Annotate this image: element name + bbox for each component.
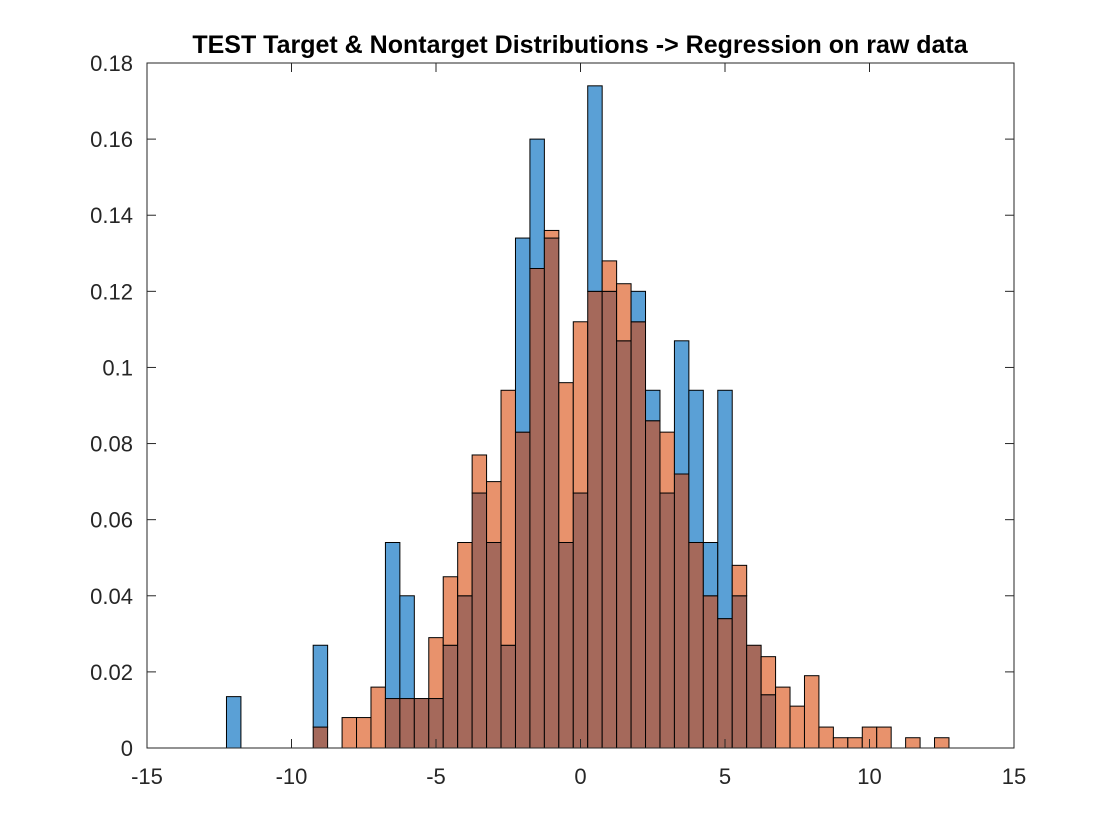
bar-series-2: [543, 229, 560, 239]
bar-overlap: [702, 595, 719, 749]
bar-series-2: [486, 481, 502, 544]
bar-series-1: [587, 85, 603, 292]
bar-series-2: [457, 542, 473, 597]
x-tick-label: -10: [276, 764, 308, 789]
bar-series-2: [803, 675, 820, 749]
bar-overlap: [572, 492, 589, 749]
bar-overlap: [645, 420, 661, 749]
bar-series-2: [832, 737, 849, 749]
x-tick-label: 0: [574, 764, 586, 789]
bar-overlap: [543, 237, 560, 749]
y-tick-label: 0.18: [90, 51, 133, 76]
bar-series-2: [572, 321, 589, 494]
bar-series-2: [428, 637, 444, 700]
bar-overlap: [746, 644, 762, 749]
bar-series-2: [500, 389, 516, 646]
bar-series-1: [688, 389, 704, 543]
bar-series-1: [529, 138, 545, 269]
bar-overlap: [601, 290, 618, 749]
bar-overlap: [312, 726, 329, 749]
bar-overlap: [471, 492, 488, 749]
bar-series-1: [717, 389, 733, 620]
bar-series-1: [225, 696, 242, 749]
bar-series-2: [905, 737, 921, 749]
bar-overlap: [688, 542, 704, 749]
bar-series-2: [558, 382, 574, 543]
y-tick-label: 0.04: [90, 584, 133, 609]
bar-overlap: [558, 542, 574, 749]
bar-series-2: [789, 705, 805, 749]
bar-series-2: [731, 564, 748, 597]
bar-series-2: [760, 656, 777, 696]
bar-overlap: [760, 694, 777, 749]
bar-overlap: [457, 595, 473, 749]
bar-series-1: [384, 542, 401, 700]
x-tick-label: -15: [131, 764, 163, 789]
bar-overlap: [399, 698, 415, 749]
bar-overlap: [486, 542, 502, 749]
y-tick-label: 0.1: [102, 355, 133, 380]
bar-overlap: [587, 290, 603, 749]
bar-series-2: [818, 726, 834, 749]
bar-series-1: [673, 340, 690, 475]
bar-series-1: [630, 290, 647, 323]
bar-series-2: [370, 686, 386, 749]
y-tick-label: 0.06: [90, 508, 133, 533]
bar-series-1: [312, 644, 329, 728]
bar-series-2: [876, 726, 892, 749]
bar-series-2: [356, 717, 372, 749]
bar-series-1: [399, 595, 415, 700]
bar-series-1: [702, 542, 719, 597]
bar-series-2: [601, 260, 618, 292]
bar-overlap: [616, 340, 632, 749]
bar-overlap: [717, 618, 733, 749]
y-tick-label: 0.02: [90, 660, 133, 685]
x-tick-label: 5: [719, 764, 731, 789]
x-tick-label: 10: [857, 764, 881, 789]
y-tick-label: 0.08: [90, 432, 133, 457]
chart-title: TEST Target & Nontarget Distributions ->…: [192, 31, 968, 59]
axes-box: [146, 62, 1015, 749]
bar-overlap: [659, 492, 675, 749]
y-tick-label: 0.12: [90, 279, 133, 304]
bar-series-2: [775, 686, 791, 749]
bar-overlap: [731, 595, 748, 749]
bar-overlap: [514, 431, 531, 749]
bar-overlap: [630, 321, 647, 749]
bar-series-1: [645, 389, 661, 422]
bar-overlap: [442, 644, 459, 749]
x-tick-label: -5: [426, 764, 446, 789]
y-tick-label: 0: [121, 736, 133, 761]
bar-series-2: [341, 717, 358, 749]
bar-overlap: [384, 698, 401, 749]
bar-series-2: [847, 737, 863, 749]
bars-layer: [225, 85, 950, 749]
x-tick-label: 15: [1002, 764, 1026, 789]
bar-series-2: [471, 454, 488, 494]
bar-series-2: [934, 737, 950, 749]
bar-series-2: [616, 283, 632, 342]
bar-overlap: [673, 473, 690, 749]
bar-series-1: [514, 237, 531, 433]
y-tick-label: 0.14: [90, 203, 133, 228]
bar-overlap: [413, 698, 430, 749]
bar-overlap: [500, 644, 516, 749]
bar-overlap: [529, 268, 545, 749]
bar-series-2: [659, 431, 675, 494]
y-tick-label: 0.16: [90, 127, 133, 152]
bar-series-2: [442, 576, 459, 646]
